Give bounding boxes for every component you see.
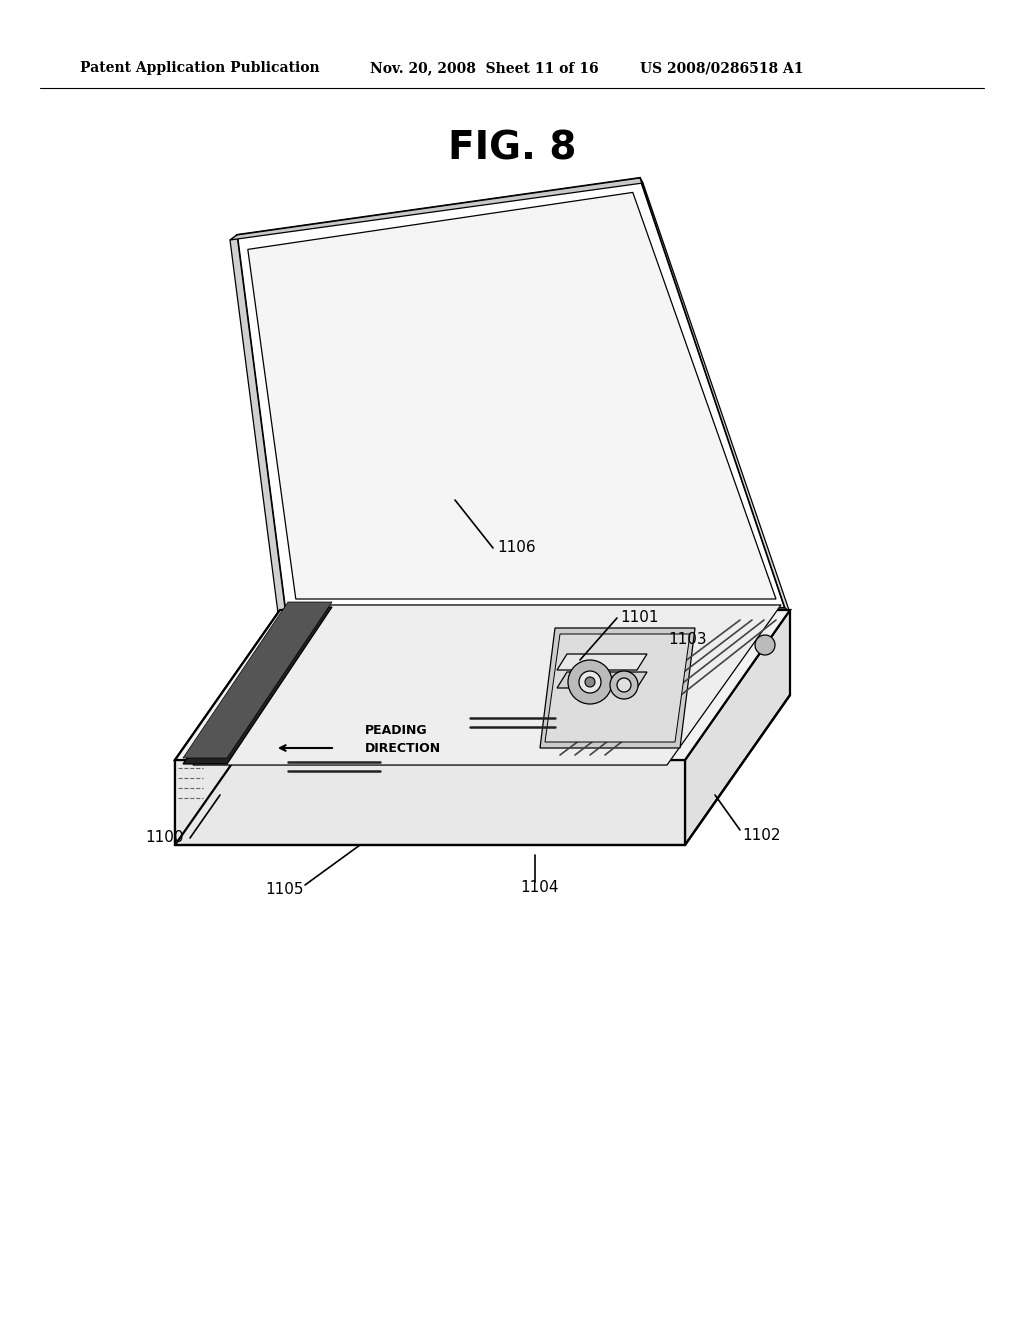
Polygon shape <box>175 610 790 760</box>
Polygon shape <box>230 178 643 240</box>
Polygon shape <box>278 609 790 612</box>
Text: DIRECTION: DIRECTION <box>365 742 441 755</box>
Polygon shape <box>175 760 685 845</box>
Polygon shape <box>545 634 690 742</box>
Polygon shape <box>175 610 280 845</box>
Circle shape <box>755 635 775 655</box>
Polygon shape <box>540 628 695 748</box>
Text: 1100: 1100 <box>145 830 183 846</box>
Text: 1104: 1104 <box>520 880 558 895</box>
Polygon shape <box>237 178 785 609</box>
Text: FIG. 8: FIG. 8 <box>447 129 577 168</box>
Circle shape <box>617 678 631 692</box>
Polygon shape <box>183 607 332 764</box>
Polygon shape <box>193 605 781 766</box>
Text: Nov. 20, 2008  Sheet 11 of 16: Nov. 20, 2008 Sheet 11 of 16 <box>370 61 599 75</box>
Circle shape <box>568 660 612 704</box>
Text: US 2008/0286518 A1: US 2008/0286518 A1 <box>640 61 804 75</box>
Polygon shape <box>230 235 285 612</box>
Text: 1103: 1103 <box>668 632 707 648</box>
Polygon shape <box>685 610 790 845</box>
Text: Patent Application Publication: Patent Application Publication <box>80 61 319 75</box>
Polygon shape <box>183 602 332 758</box>
Circle shape <box>585 677 595 686</box>
Text: PEADING: PEADING <box>365 723 428 737</box>
Text: 1101: 1101 <box>620 610 658 626</box>
Text: 1102: 1102 <box>742 828 780 842</box>
Circle shape <box>579 671 601 693</box>
Polygon shape <box>640 178 790 612</box>
Circle shape <box>610 671 638 700</box>
Polygon shape <box>248 193 776 599</box>
Polygon shape <box>557 653 647 671</box>
Text: 1105: 1105 <box>265 883 303 898</box>
Text: 1106: 1106 <box>497 540 536 556</box>
Polygon shape <box>557 672 647 688</box>
